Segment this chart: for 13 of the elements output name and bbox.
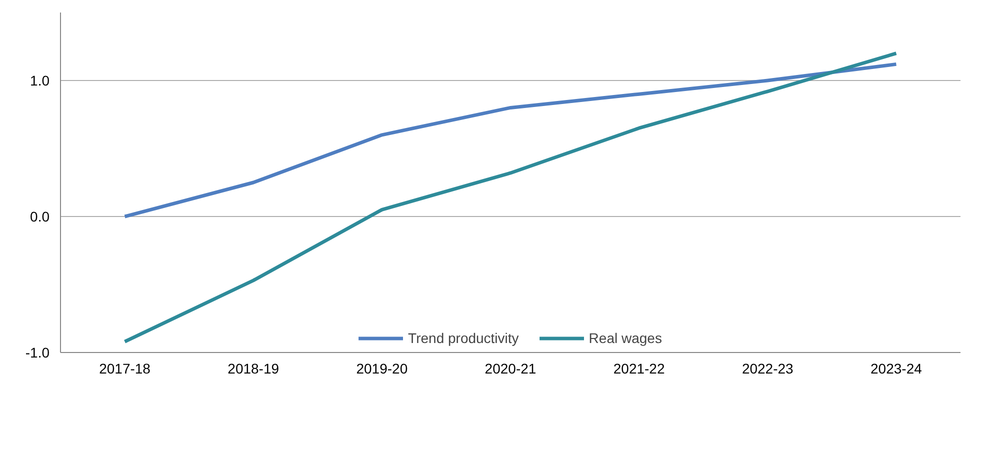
x-tick-label: 2021-22 xyxy=(613,360,665,376)
legend-label: Real wages xyxy=(588,330,662,346)
y-tick-label: -1.0 xyxy=(25,344,50,360)
x-tick-label: 2018-19 xyxy=(228,360,280,376)
x-tick-label: 2023-24 xyxy=(870,360,922,376)
x-tick-label: 2019-20 xyxy=(356,360,408,376)
x-tick-label: 2022-23 xyxy=(742,360,794,376)
legend-label: Trend productivity xyxy=(408,330,519,346)
y-tick-label: 1.0 xyxy=(30,72,50,88)
x-tick-label: 2017-18 xyxy=(99,360,151,376)
y-tick-label: 0.0 xyxy=(30,208,50,224)
x-tick-label: 2020-21 xyxy=(484,360,536,376)
line-series xyxy=(123,62,898,218)
